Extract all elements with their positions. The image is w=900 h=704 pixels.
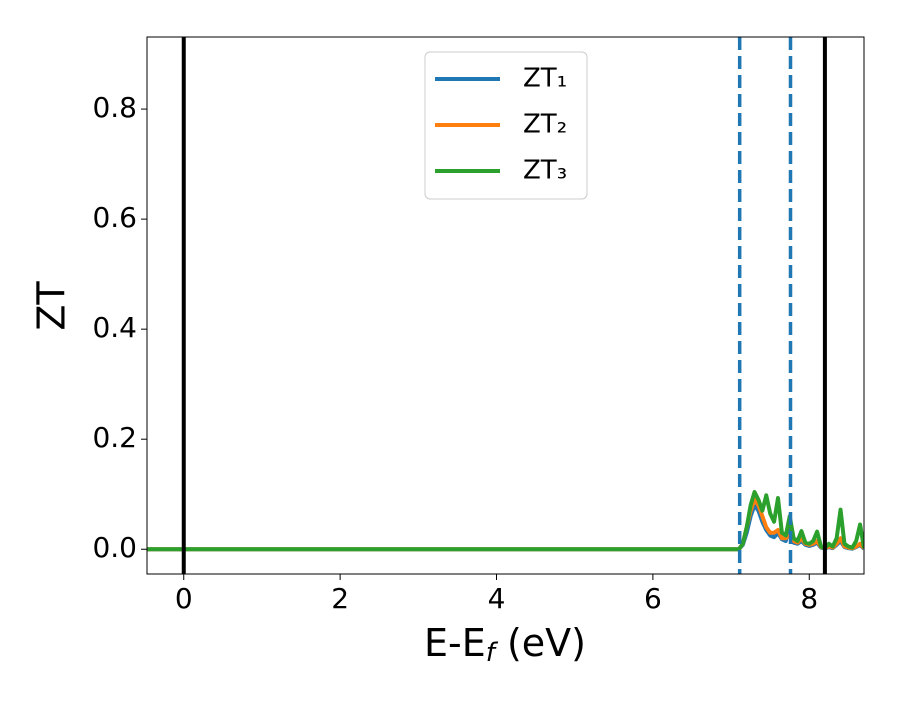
- x-label-part: E-E: [424, 621, 486, 665]
- x-tick-label: 6: [644, 582, 662, 615]
- series-line: [147, 503, 864, 552]
- plot-area: [147, 37, 864, 574]
- series-line: [147, 490, 864, 552]
- y-axis-label: ZT: [30, 281, 74, 331]
- legend-label: ZT₃: [523, 156, 567, 186]
- plot-frame: [146, 36, 865, 575]
- y-tick-label: 0.4: [92, 311, 137, 344]
- x-tick-label: 0: [175, 582, 193, 615]
- legend-label: ZT₂: [523, 110, 567, 140]
- x-label-part: (eV): [495, 621, 586, 665]
- legend-box: [424, 51, 588, 200]
- y-tick-label: 0.6: [92, 201, 137, 234]
- legend-label: ZT₁: [523, 64, 567, 94]
- y-tick-label: 0.0: [92, 531, 137, 564]
- x-tick-label: 2: [331, 582, 349, 615]
- y-tick-label: 0.2: [92, 421, 137, 454]
- y-tick-label: 0.8: [92, 91, 137, 124]
- x-tick-label: 8: [800, 582, 818, 615]
- x-axis-label: E-Ef (eV): [424, 621, 586, 668]
- x-tick-label: 4: [488, 582, 506, 615]
